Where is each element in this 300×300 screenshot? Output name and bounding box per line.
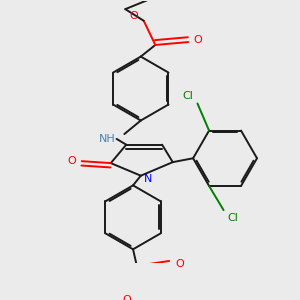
Text: O: O [175, 259, 184, 269]
Text: O: O [130, 11, 138, 21]
Text: N: N [144, 174, 153, 184]
Text: O: O [68, 156, 76, 166]
Text: NH: NH [98, 134, 115, 144]
Text: O: O [194, 35, 202, 45]
Text: Cl: Cl [228, 213, 239, 223]
Text: O: O [122, 295, 131, 300]
Text: Cl: Cl [182, 91, 193, 101]
